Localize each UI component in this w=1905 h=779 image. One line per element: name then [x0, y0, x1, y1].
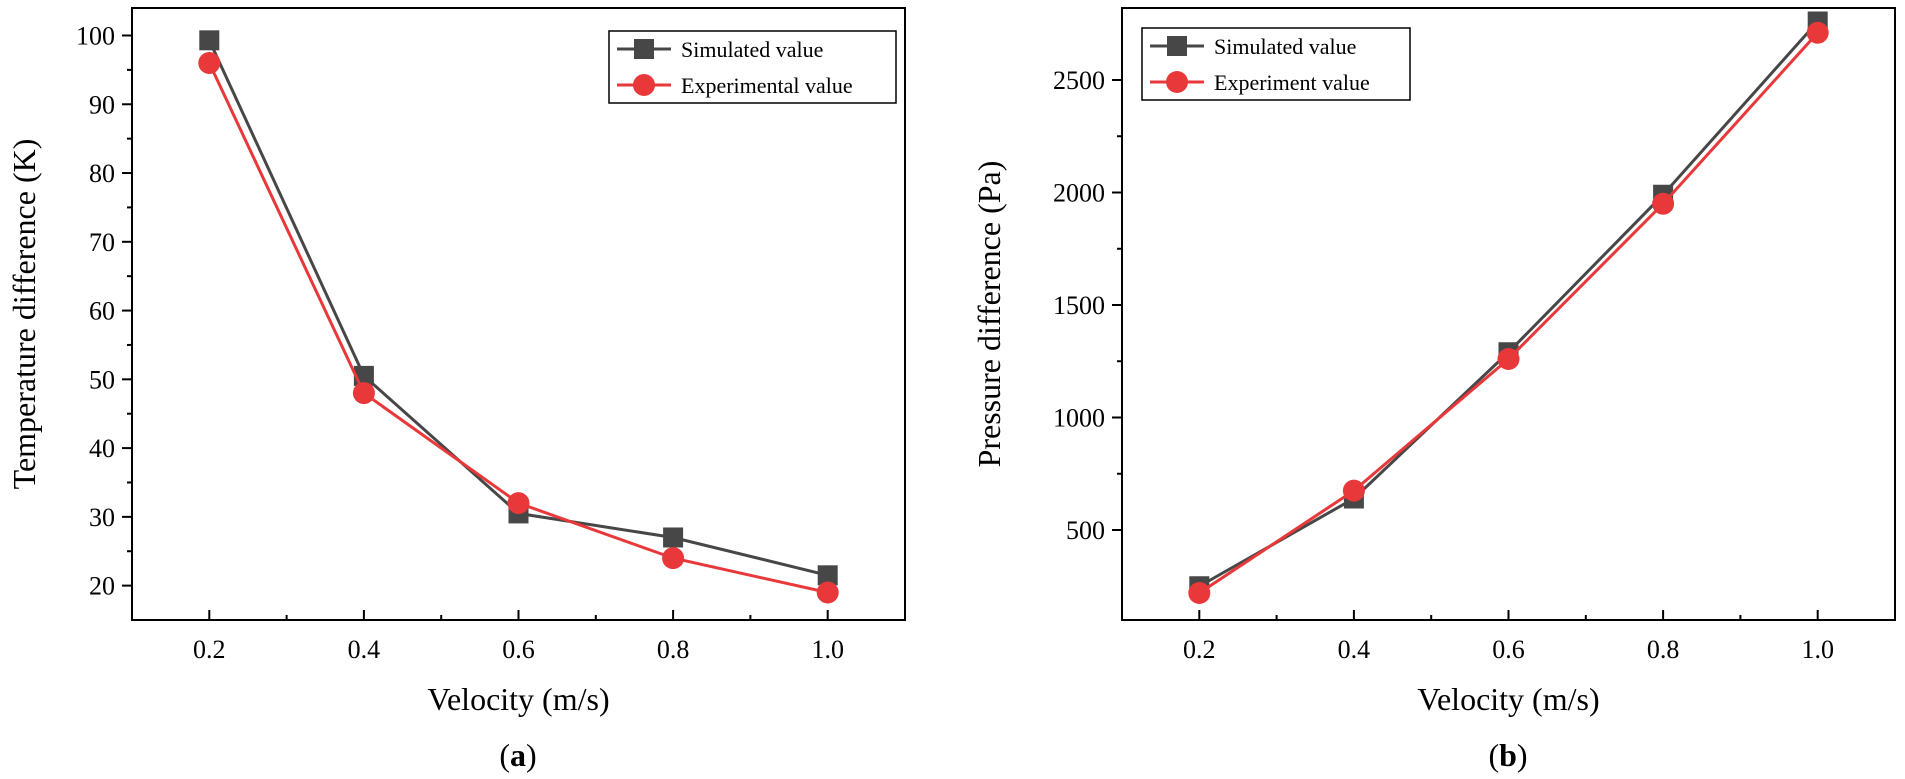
data-point — [1342, 479, 1365, 502]
data-point — [199, 30, 220, 51]
y-tick-label: 90 — [89, 90, 115, 119]
legend-marker — [1166, 71, 1188, 93]
y-tick-label: 1500 — [1053, 291, 1105, 320]
y-tick-label: 50 — [89, 365, 115, 394]
panel-label-letter: a — [510, 737, 526, 773]
x-tick-label: 0.2 — [1183, 635, 1216, 664]
legend-marker — [1167, 36, 1187, 56]
legend-marker — [634, 39, 654, 59]
panel-label: (b) — [1488, 737, 1527, 773]
legend: Simulated value Experiment value — [1141, 27, 1411, 101]
data-point — [1806, 21, 1829, 44]
panel-label-letter: b — [1499, 737, 1517, 773]
y-tick-label: 30 — [89, 503, 115, 532]
legend-label: Experiment value — [1214, 70, 1370, 95]
series-line — [1198, 31, 1819, 595]
x-axis-title: Velocity (m/s) — [427, 681, 609, 717]
y-tick-label: 100 — [76, 22, 115, 51]
x-tick-label: 1.0 — [811, 635, 844, 664]
x-axis-title: Velocity (m/s) — [1417, 681, 1599, 717]
y-tick-label: 80 — [89, 159, 115, 188]
data-point — [816, 581, 839, 604]
y-tick-label: 40 — [89, 434, 115, 463]
x-tick-label: 0.2 — [193, 635, 226, 664]
x-tick-label: 0.8 — [1647, 635, 1680, 664]
data-point — [817, 565, 838, 586]
y-tick-label: 2500 — [1053, 66, 1105, 95]
x-tick-label: 0.4 — [348, 635, 381, 664]
data-point — [198, 52, 221, 75]
x-tick-label: 0.6 — [502, 635, 535, 664]
y-tick-label: 20 — [89, 572, 115, 601]
data-point — [1652, 192, 1675, 215]
data-point — [352, 382, 375, 405]
y-tick-label: 1000 — [1053, 404, 1105, 433]
data-point — [507, 492, 530, 515]
chart-panel-b: 0.2 0.4 0.6 0.8 1.0 500 1000 1500 2000 2500 Veloci… — [971, 7, 1896, 773]
chart-panel-a: 0.2 0.4 0.6 0.8 1.0 20 30 40 50 60 70 80 90 100 Veloci… — [6, 7, 906, 773]
legend-label: Experimental value — [681, 73, 853, 98]
legend-marker — [633, 74, 655, 96]
x-tick-label: 0.6 — [1492, 635, 1525, 664]
x-tick-label: 0.8 — [657, 635, 690, 664]
legend-box — [608, 30, 897, 104]
x-tick-label: 0.4 — [1338, 635, 1371, 664]
x-tick-label: 1.0 — [1801, 635, 1834, 664]
y-axis-title: Temperature difference (K) — [6, 139, 42, 490]
data-point — [1188, 582, 1211, 604]
legend-label: Simulated value — [1214, 34, 1356, 59]
data-point — [663, 527, 684, 548]
y-tick-label: 60 — [89, 297, 115, 326]
y-tick-label: 2000 — [1053, 179, 1105, 208]
legend: Simulated value Experimental value — [608, 30, 897, 104]
y-tick-label: 500 — [1066, 516, 1105, 545]
legend-label: Simulated value — [681, 37, 823, 62]
y-tick-label: 70 — [89, 228, 115, 257]
data-point — [662, 547, 685, 570]
data-point — [1497, 348, 1520, 370]
panel-label: (a) — [499, 737, 536, 773]
series-line — [1198, 20, 1819, 588]
y-axis-title: Pressure difference (Pa) — [971, 161, 1007, 468]
series-experimental — [1188, 21, 1829, 604]
series-experimental — [198, 52, 839, 604]
